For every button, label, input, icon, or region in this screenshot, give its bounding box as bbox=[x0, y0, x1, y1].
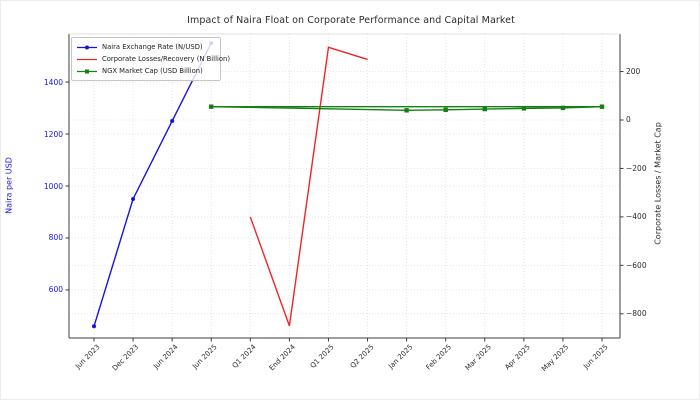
left-axis-label: Naira per USD bbox=[4, 157, 14, 214]
right-y-tick-label: 200 bbox=[626, 67, 641, 77]
legend-item: Naira Exchange Rate (N/USD) bbox=[76, 41, 215, 53]
data-point-marker bbox=[482, 106, 487, 112]
data-point-marker bbox=[131, 196, 136, 201]
legend-line-square-icon bbox=[77, 69, 97, 73]
right-y-tick-label: 0 bbox=[626, 115, 631, 125]
series-line bbox=[93, 42, 212, 327]
left-y-tick-label: 1400 bbox=[43, 77, 63, 87]
right-y-tick-label: −600 bbox=[626, 260, 647, 270]
left-y-tick-label: 1000 bbox=[43, 181, 63, 191]
left-y-tick-label: 600 bbox=[48, 285, 63, 295]
data-point-marker bbox=[521, 106, 527, 111]
data-point-marker bbox=[209, 104, 214, 109]
data-point-marker bbox=[92, 324, 96, 329]
chart-title: Impact of Naira Float on Corporate Perfo… bbox=[187, 15, 515, 26]
data-point-marker bbox=[599, 104, 605, 109]
data-point-marker bbox=[404, 108, 409, 113]
left-y-tick-label: 800 bbox=[48, 233, 63, 243]
legend-label: Corporate Losses/Recovery (N Billion) bbox=[102, 55, 230, 63]
right-axis-label: Corporate Losses / Market Cap bbox=[653, 122, 663, 245]
left-y-tick-label: 1200 bbox=[43, 129, 63, 139]
right-y-tick-label: −400 bbox=[626, 212, 647, 222]
right-y-tick-label: −800 bbox=[626, 309, 647, 319]
legend-label: NGX Market Cap (USD Billion) bbox=[102, 67, 203, 75]
data-point-marker bbox=[560, 105, 566, 111]
legend: Naira Exchange Rate (N/USD) Corporate Lo… bbox=[71, 37, 230, 81]
series-line bbox=[249, 46, 368, 327]
data-point-marker bbox=[170, 119, 175, 124]
legend-line-circle-icon bbox=[77, 45, 97, 49]
legend-label: Naira Exchange Rate (N/USD) bbox=[102, 43, 203, 51]
legend-item: NGX Market Cap (USD Billion) bbox=[76, 65, 215, 77]
data-point-marker bbox=[443, 107, 448, 113]
right-y-tick-label: −200 bbox=[626, 163, 647, 173]
legend-item: Corporate Losses/Recovery (N Billion) bbox=[76, 53, 230, 65]
legend-line-icon bbox=[77, 58, 97, 60]
